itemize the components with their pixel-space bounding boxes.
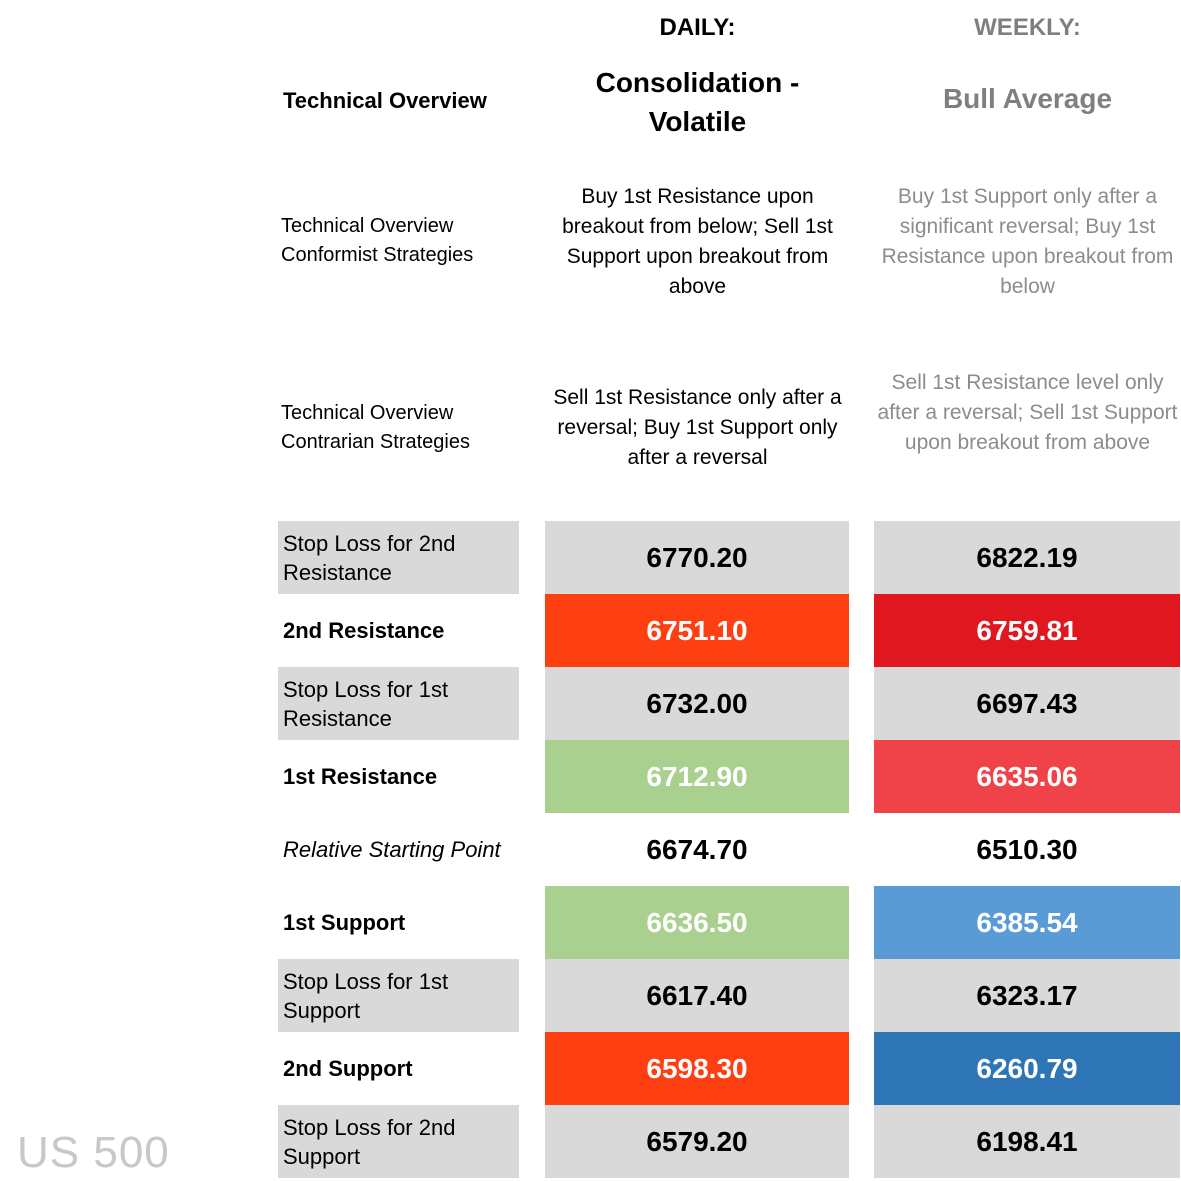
level-row-stop-loss-1st-support: Stop Loss for 1st Support 6617.40 6323.1…: [278, 959, 1180, 1032]
weekly-level-value: 6697.43: [874, 667, 1180, 740]
daily-contrarian-strategy: Sell 1st Resistance only after a reversa…: [553, 386, 842, 469]
level-label: Stop Loss for 1st Resistance: [278, 667, 519, 740]
level-label: 2nd Resistance: [283, 618, 445, 643]
daily-level-value: 6712.90: [545, 740, 849, 813]
instrument-watermark: US 500: [17, 1128, 170, 1177]
level-label: Stop Loss for 2nd Resistance: [278, 521, 519, 594]
technical-overview-label: Technical Overview: [283, 88, 487, 113]
level-row-1st-resistance: 1st Resistance 6712.90 6635.06: [278, 740, 1180, 813]
conformist-strategies-label: Technical Overview Conformist Strategies: [281, 215, 474, 266]
level-label: 1st Resistance: [283, 764, 438, 789]
weekly-contrarian-strategy: Sell 1st Resistance level only after a r…: [877, 371, 1178, 454]
daily-level-value: 6770.20: [545, 521, 849, 594]
weekly-level-value: 6260.79: [874, 1032, 1180, 1105]
level-row-stop-loss-2nd-support: Stop Loss for 2nd Support 6579.20 6198.4…: [278, 1105, 1180, 1178]
level-label: 2nd Support: [283, 1056, 413, 1081]
daily-column-header: DAILY:: [659, 14, 736, 41]
weekly-level-value: 6385.54: [874, 886, 1180, 959]
weekly-level-value: 6822.19: [874, 521, 1180, 594]
weekly-level-value: 6510.30: [976, 833, 1078, 865]
daily-level-value: 6751.10: [545, 594, 849, 667]
weekly-overview-value: Bull Average: [942, 83, 1113, 114]
level-row-2nd-support: 2nd Support 6598.30 6260.79: [278, 1032, 1180, 1105]
level-label: Relative Starting Point: [283, 837, 501, 862]
level-row-2nd-resistance: 2nd Resistance 6751.10 6759.81: [278, 594, 1180, 667]
weekly-level-value: 6759.81: [874, 594, 1180, 667]
daily-level-value: 6617.40: [545, 959, 849, 1032]
level-label: Stop Loss for 2nd Support: [278, 1105, 519, 1178]
level-label: 1st Support: [283, 910, 406, 935]
level-row-stop-loss-2nd-resistance: Stop Loss for 2nd Resistance 6770.20 682…: [278, 521, 1180, 594]
contrarian-strategies-label: Technical Overview Contrarian Strategies: [281, 402, 470, 453]
level-label: Stop Loss for 1st Support: [278, 959, 519, 1032]
daily-level-value: 6732.00: [545, 667, 849, 740]
level-row-1st-support: 1st Support 6636.50 6385.54: [278, 886, 1180, 959]
daily-conformist-strategy: Buy 1st Resistance upon breakout from be…: [562, 185, 833, 298]
weekly-level-value: 6323.17: [874, 959, 1180, 1032]
daily-level-value: 6636.50: [545, 886, 849, 959]
level-row-stop-loss-1st-resistance: Stop Loss for 1st Resistance 6732.00 669…: [278, 667, 1180, 740]
daily-level-value: 6598.30: [545, 1032, 849, 1105]
level-row-relative-starting-point: Relative Starting Point 6674.70 6510.30: [278, 813, 1180, 886]
levels-table: Stop Loss for 2nd Resistance 6770.20 682…: [278, 521, 1180, 1178]
daily-level-value: 6579.20: [545, 1105, 849, 1178]
weekly-level-value: 6635.06: [874, 740, 1180, 813]
weekly-column-header: WEEKLY:: [974, 14, 1081, 41]
weekly-conformist-strategy: Buy 1st Support only after a significant…: [881, 185, 1174, 298]
daily-overview-value: Consolidation - Volatile: [595, 67, 800, 137]
daily-level-value: 6674.70: [646, 833, 748, 865]
weekly-level-value: 6198.41: [874, 1105, 1180, 1178]
